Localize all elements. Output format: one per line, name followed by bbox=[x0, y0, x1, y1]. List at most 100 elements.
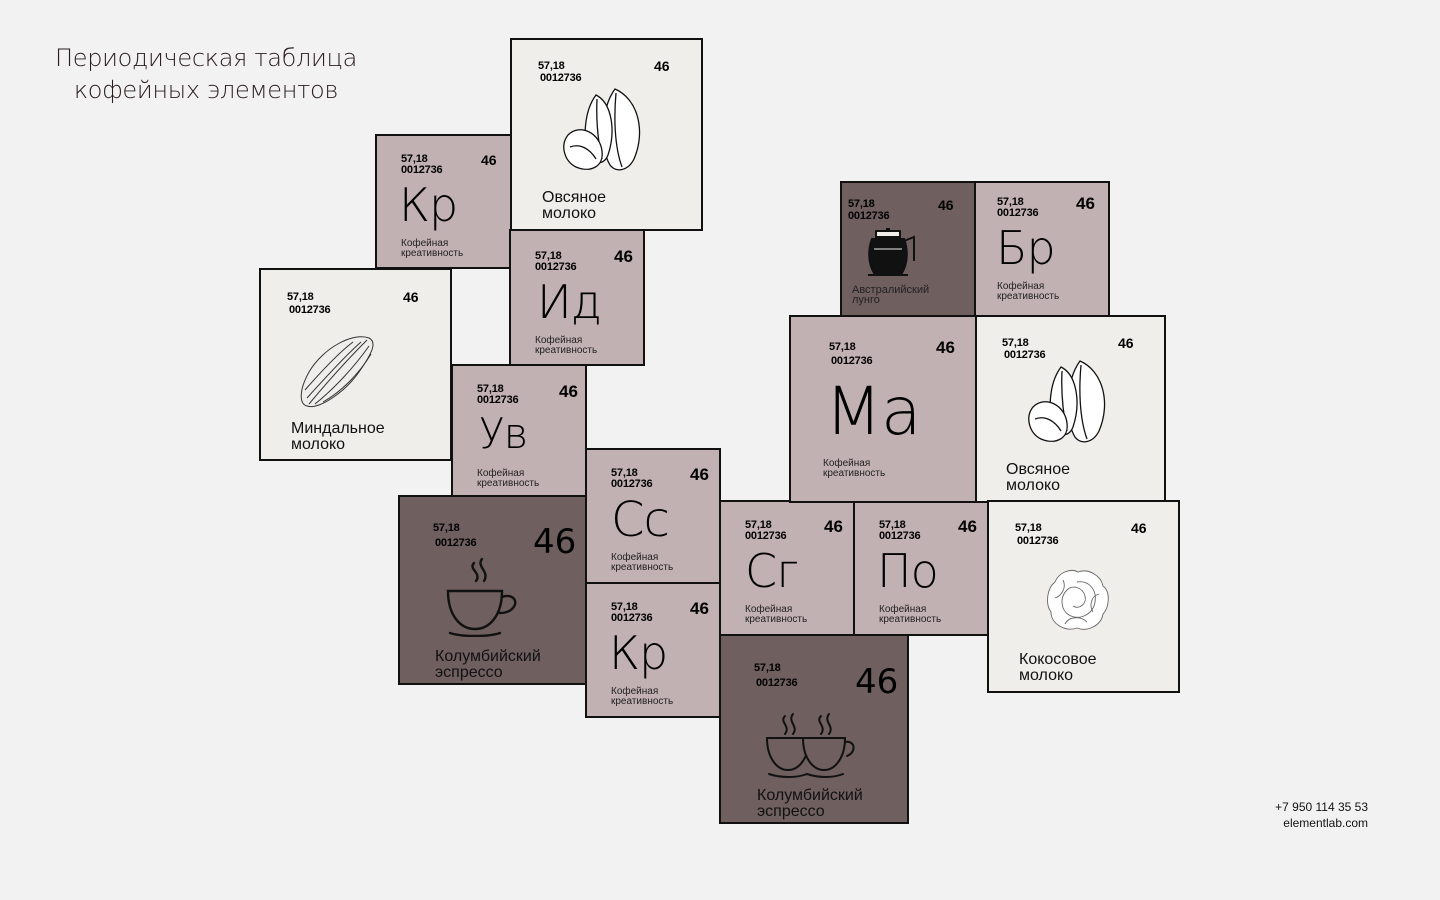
atomic-mass: 57,18 bbox=[611, 467, 638, 479]
element-symbol: Сг bbox=[745, 544, 799, 598]
element-tile-po[interactable]: 57,18 0012736 46 По Кофейная креативность bbox=[853, 500, 989, 636]
atomic-mass: 57,18 bbox=[1002, 337, 1029, 349]
element-code: 0012736 bbox=[1017, 535, 1059, 547]
atomic-mass: 57,18 bbox=[433, 522, 460, 534]
two-cups-icon bbox=[765, 713, 855, 778]
element-number: 46 bbox=[559, 382, 578, 401]
element-number: 46 bbox=[1131, 520, 1147, 536]
element-code: 0012736 bbox=[611, 478, 653, 490]
element-tile-ss[interactable]: 57,18 0012736 46 Сс Кофейная креативность bbox=[585, 448, 721, 584]
element-code: 0012736 bbox=[540, 72, 582, 84]
element-number: 46 bbox=[824, 517, 843, 536]
element-name: Колумбийский эспрессо bbox=[757, 787, 863, 820]
element-tile-australian-lungo[interactable]: 57,18 0012736 46 Австралийский лунго bbox=[840, 181, 976, 317]
element-code: 0012736 bbox=[756, 677, 798, 689]
element-number: 46 bbox=[481, 152, 497, 168]
element-symbol: По bbox=[877, 544, 939, 598]
element-tile-uv[interactable]: 57,18 0012736 46 Ув Кофейная креативность bbox=[451, 364, 587, 498]
atomic-mass: 57,18 bbox=[1015, 522, 1042, 534]
beans-icon bbox=[563, 88, 641, 171]
element-number: 46 bbox=[403, 289, 419, 305]
element-description: Кофейная креативность bbox=[535, 335, 598, 356]
atomic-mass: 57,18 bbox=[401, 153, 428, 165]
element-code: 0012736 bbox=[997, 207, 1039, 219]
element-description: Кофейная креативность bbox=[611, 686, 674, 707]
element-code: 0012736 bbox=[535, 261, 577, 273]
element-tile-kr-2[interactable]: 57,18 0012736 46 Кр Кофейная креативность bbox=[585, 582, 721, 718]
atomic-mass: 57,18 bbox=[611, 601, 638, 613]
coffee-cup-icon bbox=[446, 557, 517, 637]
element-symbol: Сс bbox=[611, 492, 670, 548]
element-tile-sg[interactable]: 57,18 0012736 46 Сг Кофейная креативность bbox=[719, 500, 855, 636]
element-number: 46 bbox=[654, 58, 670, 74]
element-tile-colombian-espresso-2[interactable]: 57,18 0012736 46 Колумбийский эспрессо bbox=[719, 634, 909, 824]
atomic-mass: 57,18 bbox=[745, 519, 772, 531]
element-tile-colombian-espresso[interactable]: 57,18 0012736 46 Колумбийский эспрессо bbox=[398, 495, 588, 685]
atomic-mass: 57,18 bbox=[538, 60, 565, 72]
element-number: 46 bbox=[614, 247, 633, 266]
element-name: Миндальное молоко bbox=[291, 420, 385, 453]
element-code: 0012736 bbox=[477, 394, 519, 406]
element-code: 0012736 bbox=[401, 164, 443, 176]
element-number: 46 bbox=[1118, 335, 1134, 351]
element-number: 46 bbox=[958, 517, 977, 536]
atomic-mass: 57,18 bbox=[754, 662, 781, 674]
element-number: 46 bbox=[936, 338, 955, 357]
atomic-mass: 57,18 bbox=[829, 341, 856, 353]
element-description: Кофейная креативность bbox=[611, 552, 674, 573]
element-description: Кофейная креативность bbox=[401, 238, 464, 259]
element-description: Кофейная креативность bbox=[997, 281, 1060, 302]
atomic-mass: 57,18 bbox=[997, 196, 1024, 208]
element-name: Овсяное молоко bbox=[1006, 461, 1071, 494]
element-code: 0012736 bbox=[1004, 349, 1046, 361]
atomic-mass: 57,18 bbox=[287, 291, 314, 303]
beans-icon bbox=[1028, 360, 1106, 443]
element-number: 46 bbox=[938, 197, 954, 213]
element-code: 0012736 bbox=[879, 530, 921, 542]
element-number: 46 bbox=[533, 522, 577, 562]
element-description: Австралийский лунго bbox=[852, 284, 930, 306]
element-code: 0012736 bbox=[611, 612, 653, 624]
element-number: 46 bbox=[1076, 194, 1095, 213]
element-name: Колумбийский эспрессо bbox=[435, 648, 541, 681]
element-tile-br[interactable]: 57,18 0012736 46 Бр Кофейная креативность bbox=[974, 181, 1110, 317]
element-description: Кофейная креативность bbox=[745, 604, 808, 625]
title-line-1: Периодическая таблица bbox=[55, 44, 357, 72]
almond-icon bbox=[300, 336, 374, 408]
element-symbol: Ув bbox=[479, 409, 528, 458]
coffee-pot-icon bbox=[868, 228, 915, 276]
atomic-mass: 57,18 bbox=[879, 519, 906, 531]
element-tile-almond-milk[interactable]: 57,18 0012736 46 Миндальное молоко bbox=[259, 268, 452, 461]
element-number: 46 bbox=[855, 662, 899, 702]
element-name: Кокосовое молоко bbox=[1019, 651, 1097, 684]
element-tile-oat-milk-2[interactable]: 57,18 0012736 46 Овсяное молоко bbox=[975, 315, 1166, 503]
element-tile-coconut-milk[interactable]: 57,18 0012736 46 Кокосовое молоко bbox=[987, 500, 1180, 693]
element-description: Кофейная креативность bbox=[477, 468, 540, 489]
element-tile-id[interactable]: 57,18 0012736 46 Ид Кофейная креативность bbox=[509, 229, 645, 366]
element-symbol: Кр bbox=[609, 626, 668, 680]
element-name: Овсяное молоко bbox=[542, 189, 607, 222]
element-number: 46 bbox=[690, 465, 709, 484]
page-title: Периодическая таблица кофейных элементов bbox=[40, 42, 372, 106]
website-link[interactable]: elementlab.com bbox=[1283, 816, 1368, 830]
element-code: 0012736 bbox=[289, 304, 331, 316]
element-symbol: Ид bbox=[537, 275, 602, 329]
element-description: Кофейная креативность bbox=[823, 458, 886, 479]
element-symbol: Бр bbox=[996, 221, 1056, 275]
element-symbol: Кр bbox=[399, 178, 458, 232]
element-description: Кофейная креативность bbox=[879, 604, 942, 625]
element-tile-oat-milk[interactable]: 57,18 0012736 46 Овсяное молоко bbox=[510, 38, 703, 231]
title-line-2: кофейных элементов bbox=[73, 76, 339, 104]
element-code: 0012736 bbox=[435, 537, 477, 549]
element-code: 0012736 bbox=[745, 530, 787, 542]
element-tile-kr[interactable]: 57,18 0012736 46 Кр Кофейная креативность bbox=[375, 134, 512, 269]
element-number: 46 bbox=[690, 599, 709, 618]
atomic-mass: 57,18 bbox=[477, 383, 504, 395]
atomic-mass: 57,18 bbox=[535, 250, 562, 262]
coconut-flower-icon bbox=[1047, 570, 1109, 630]
atomic-mass: 57,18 bbox=[848, 198, 875, 210]
phone-number[interactable]: +7 950 114 35 53 bbox=[1275, 800, 1368, 814]
element-symbol: Ма bbox=[825, 373, 921, 450]
element-tile-ma[interactable]: 57,18 0012736 46 Ма Кофейная креативность bbox=[789, 315, 977, 503]
element-code: 0012736 bbox=[848, 210, 890, 222]
